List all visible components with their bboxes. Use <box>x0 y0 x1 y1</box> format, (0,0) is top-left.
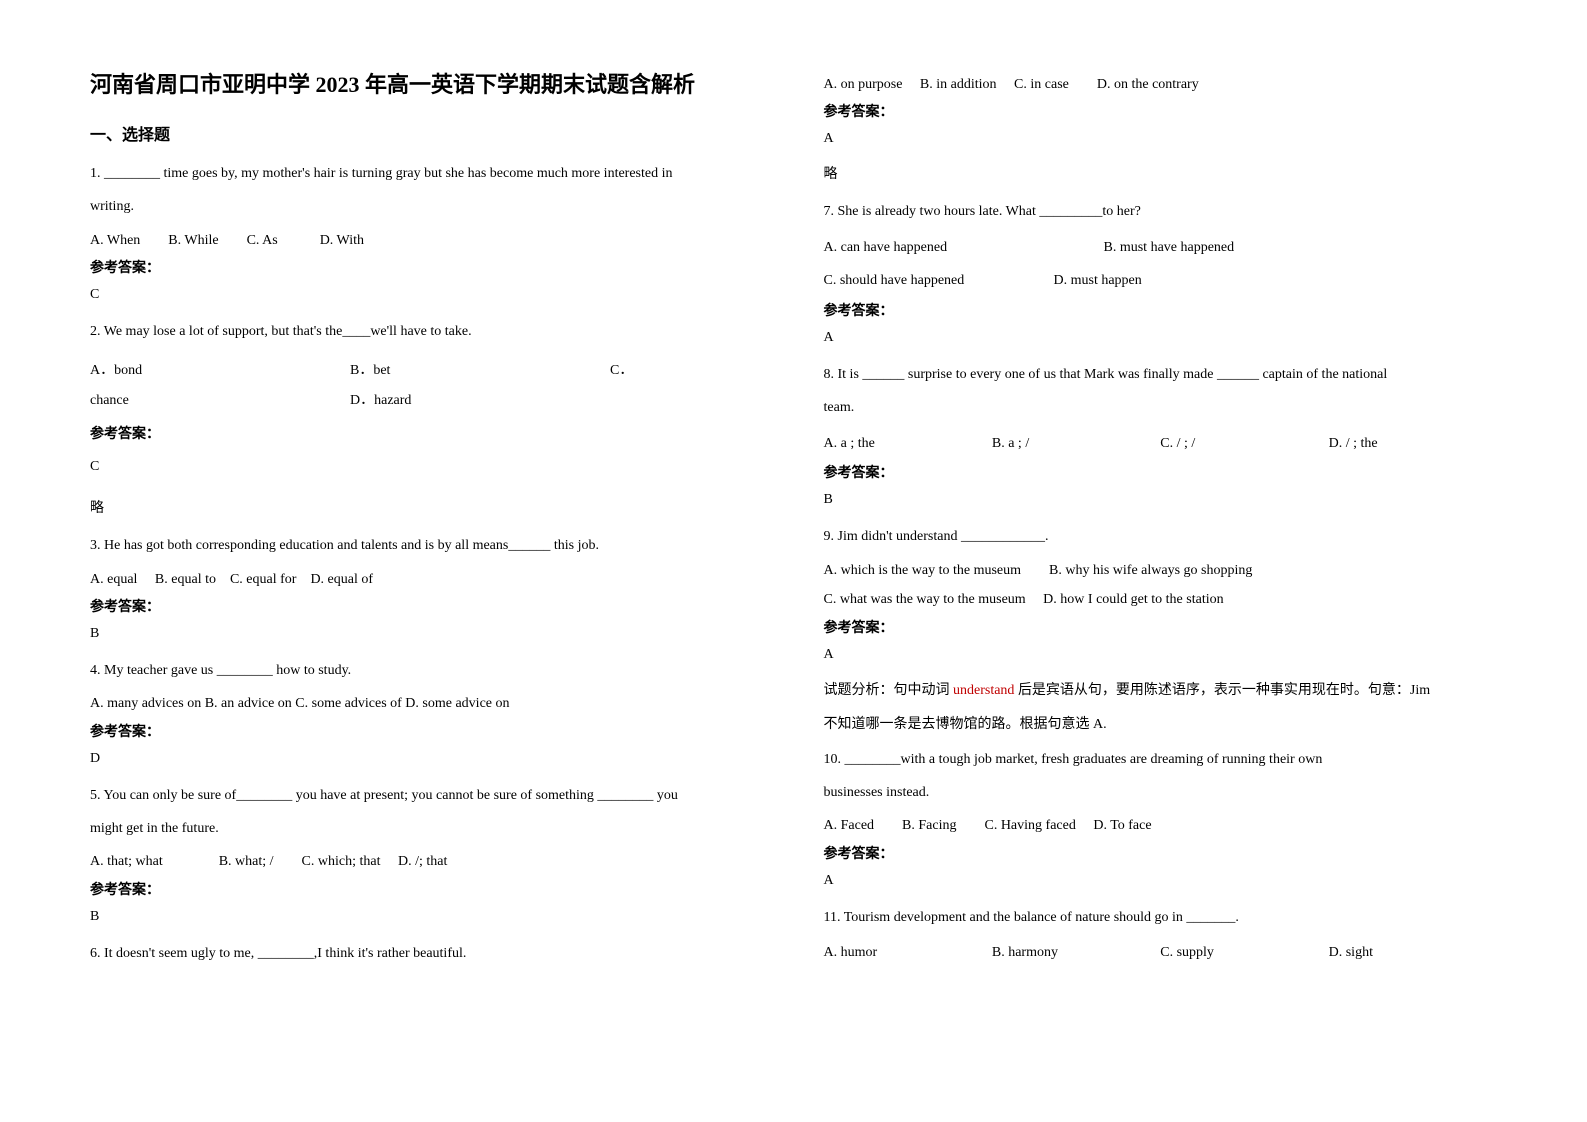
q7-opt-c: C. should have happened <box>824 264 1054 298</box>
left-column: 河南省周口市亚明中学 2023 年高一英语下学期期末试题含解析 一、选择题 1.… <box>90 70 764 1052</box>
q9-exp1a: 试题分析：句中动词 <box>824 683 954 698</box>
document-title: 河南省周口市亚明中学 2023 年高一英语下学期期末试题含解析 <box>90 70 764 101</box>
q1-stem-line2: writing. <box>90 192 764 221</box>
q2-options-row2: chance D．hazard <box>90 386 764 415</box>
q11-opt-a: A. humor <box>824 936 992 970</box>
q9-explain-line1: 试题分析：句中动词 understand 后是宾语从句，要用陈述语序，表示一种事… <box>824 677 1498 705</box>
section-heading: 一、选择题 <box>90 121 764 145</box>
q3-answer: B <box>90 620 764 648</box>
q2-opt-a: A．bond <box>90 356 350 385</box>
q4-answer: D <box>90 745 764 773</box>
q2-opt-c: C． <box>610 356 633 385</box>
q8-opt-b: B. a ; / <box>992 427 1160 461</box>
q6-answer: A <box>824 125 1498 153</box>
q2-stem: 2. We may lose a lot of support, but tha… <box>90 317 764 346</box>
answer-label: 参考答案： <box>90 423 764 443</box>
q7-options-row1: A. can have happened B. must have happen… <box>824 231 1498 265</box>
q5-stem-line1: 5. You can only be sure of________ you h… <box>90 781 764 810</box>
q8-opt-c: C. / ; / <box>1160 427 1328 461</box>
q7-opt-d: D. must happen <box>1054 264 1142 298</box>
q8-answer: B <box>824 486 1498 514</box>
q6-brief: 略 <box>824 161 1498 189</box>
q1-options: A. When B. While C. As D. With <box>90 226 764 255</box>
q6-stem: 6. It doesn't seem ugly to me, ________,… <box>90 939 764 968</box>
q9-exp1-red: understand <box>953 683 1014 698</box>
answer-label: 参考答案： <box>90 257 764 277</box>
q11-options: A. humor B. harmony C. supply D. sight <box>824 936 1498 970</box>
right-column: A. on purpose B. in addition C. in case … <box>824 70 1498 1052</box>
answer-label: 参考答案： <box>90 596 764 616</box>
q10-answer: A <box>824 867 1498 895</box>
q9-options-row1: A. which is the way to the museum B. why… <box>824 556 1498 585</box>
q11-opt-c: C. supply <box>1160 936 1328 970</box>
q9-explain-line2: 不知道哪一条是去博物馆的路。根据句意选 A. <box>824 711 1498 739</box>
q9-exp1b: 后是宾语从句，要用陈述语序，表示一种事实用现在时。句意：Jim <box>1014 683 1430 698</box>
q4-stem: 4. My teacher gave us ________ how to st… <box>90 656 764 685</box>
q3-options: A. equal B. equal to C. equal for D. equ… <box>90 565 764 594</box>
q8-stem-line1: 8. It is ______ surprise to every one of… <box>824 360 1498 389</box>
q1-answer: C <box>90 281 764 309</box>
q8-opt-a: A. a ; the <box>824 427 992 461</box>
q7-answer: A <box>824 324 1498 352</box>
q11-opt-d: D. sight <box>1329 936 1497 970</box>
q7-options-row2: C. should have happened D. must happen <box>824 264 1498 298</box>
q7-opt-a: A. can have happened <box>824 231 1104 265</box>
q9-answer: A <box>824 641 1498 669</box>
answer-label: 参考答案： <box>824 101 1498 121</box>
q10-options: A. Faced B. Facing C. Having faced D. To… <box>824 811 1498 840</box>
q8-options: A. a ; the B. a ; / C. / ; / D. / ; the <box>824 427 1498 461</box>
q2-opt-d: D．hazard <box>350 386 411 415</box>
q9-options-row2: C. what was the way to the museum D. how… <box>824 585 1498 614</box>
q8-stem-line2: team. <box>824 393 1498 422</box>
q5-stem-line2: might get in the future. <box>90 814 764 843</box>
q7-stem: 7. She is already two hours late. What _… <box>824 197 1498 226</box>
q11-stem: 11. Tourism development and the balance … <box>824 903 1498 932</box>
q11-opt-b: B. harmony <box>992 936 1160 970</box>
q1-stem-line1: 1. ________ time goes by, my mother's ha… <box>90 159 764 188</box>
q2-opt-c2: chance <box>90 386 350 415</box>
q8-opt-d: D. / ; the <box>1329 427 1497 461</box>
q10-stem-line2: businesses instead. <box>824 778 1498 807</box>
q2-brief: 略 <box>90 495 764 523</box>
answer-label: 参考答案： <box>90 879 764 899</box>
q9-stem: 9. Jim didn't understand ____________. <box>824 522 1498 551</box>
q2-opt-b: B．bet <box>350 356 610 385</box>
q3-stem: 3. He has got both corresponding educati… <box>90 531 764 560</box>
answer-label: 参考答案： <box>824 300 1498 320</box>
q10-stem-line1: 10. ________with a tough job market, fre… <box>824 745 1498 774</box>
answer-label: 参考答案： <box>824 617 1498 637</box>
answer-label: 参考答案： <box>824 462 1498 482</box>
q2-options-row1: A．bond B．bet C． <box>90 356 764 385</box>
q7-opt-b: B. must have happened <box>1104 231 1235 265</box>
answer-label: 参考答案： <box>90 721 764 741</box>
q6-options: A. on purpose B. in addition C. in case … <box>824 70 1498 99</box>
q4-options: A. many advices on B. an advice on C. so… <box>90 689 764 718</box>
q5-answer: B <box>90 903 764 931</box>
q2-answer: C <box>90 453 764 481</box>
q5-options: A. that; what B. what; / C. which; that … <box>90 847 764 876</box>
answer-label: 参考答案： <box>824 843 1498 863</box>
